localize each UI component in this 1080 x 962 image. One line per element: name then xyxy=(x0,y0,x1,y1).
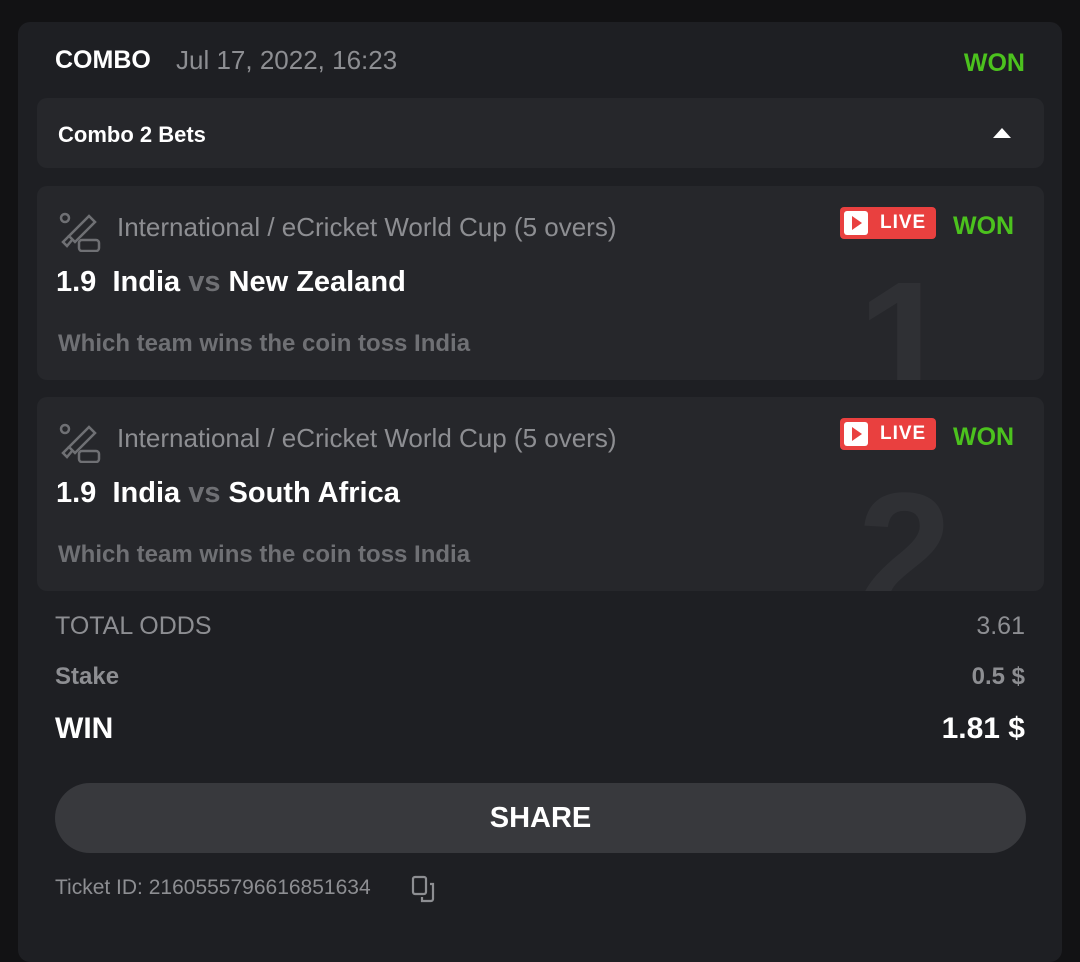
live-label: LIVE xyxy=(880,423,927,444)
match-line: 1.9 India vs New Zealand xyxy=(56,266,406,299)
live-label: LIVE xyxy=(880,212,927,233)
caret-up-icon xyxy=(993,128,1011,138)
league-name: International / eCricket World Cup (5 ov… xyxy=(117,212,617,242)
total-odds-value: 3.61 xyxy=(976,612,1025,640)
total-odds-label: TOTAL ODDS xyxy=(55,612,212,640)
combo-label: Combo 2 Bets xyxy=(58,122,206,147)
play-icon xyxy=(844,211,868,235)
bet-index: 2 xyxy=(857,458,952,591)
stake-label: Stake xyxy=(55,663,120,690)
win-value: 1.81 $ xyxy=(941,712,1025,745)
copy-icon[interactable] xyxy=(411,875,437,903)
away-team: New Zealand xyxy=(228,266,406,298)
bet-date: Jul 17, 2022, 16:23 xyxy=(176,45,398,75)
home-team: India xyxy=(112,477,181,509)
stake-value: 0.5 $ xyxy=(971,663,1025,690)
bet-ticket-card: COMBO Jul 17, 2022, 16:23 WON Combo 2 Be… xyxy=(18,22,1062,962)
ecricket-icon xyxy=(59,423,101,463)
match-line: 1.9 India vs South Africa xyxy=(56,477,400,510)
ecricket-icon xyxy=(59,212,101,252)
bet-status: WON xyxy=(953,212,1015,240)
share-button[interactable]: SHARE xyxy=(55,783,1026,853)
bet-status: WON xyxy=(953,423,1015,451)
home-team: India xyxy=(112,266,181,298)
live-badge: LIVE xyxy=(840,207,936,239)
status-badge: WON xyxy=(963,49,1025,77)
win-label: WIN xyxy=(55,712,114,745)
bet-type: COMBO xyxy=(55,46,151,74)
away-team: South Africa xyxy=(228,477,400,509)
league-name: International / eCricket World Cup (5 ov… xyxy=(117,423,617,453)
live-badge: LIVE xyxy=(840,418,936,450)
play-icon xyxy=(844,422,868,446)
ticket-id: Ticket ID: 2160555796616851634 xyxy=(55,876,371,899)
odds: 1.9 xyxy=(56,266,97,298)
market-selection: Which team wins the coin toss India xyxy=(58,330,471,357)
vs-label: vs xyxy=(188,266,221,298)
bet-item: 1 International / eCricket World Cup (5 … xyxy=(37,186,1044,380)
vs-label: vs xyxy=(188,477,221,509)
bet-item: 2 International / eCricket World Cup (5 … xyxy=(37,397,1044,591)
market-selection: Which team wins the coin toss India xyxy=(58,541,471,568)
odds: 1.9 xyxy=(56,477,97,509)
bet-index: 1 xyxy=(857,247,952,380)
combo-toggle[interactable]: Combo 2 Bets xyxy=(37,98,1044,168)
